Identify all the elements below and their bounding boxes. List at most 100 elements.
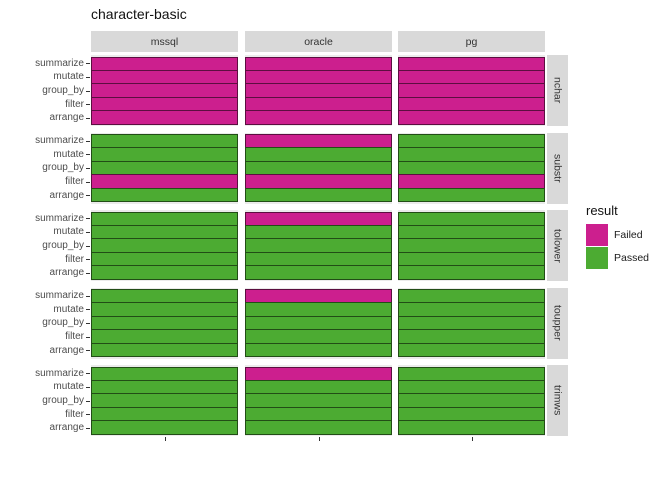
legend-item-failed: Failed bbox=[586, 224, 649, 246]
facet-column-strip-mssql: mssql bbox=[91, 31, 238, 52]
result-tile-group_by bbox=[245, 83, 392, 98]
y-axis-tick bbox=[86, 259, 90, 261]
y-axis-tick bbox=[86, 427, 90, 429]
y-axis-label: summarize bbox=[35, 57, 84, 69]
y-axis-tick bbox=[86, 309, 90, 311]
facet-row-strip-trimws: trimws bbox=[547, 365, 568, 436]
result-tile-arrange bbox=[91, 110, 238, 125]
panel-substr-mssql bbox=[91, 132, 238, 204]
y-axis-label: mutate bbox=[53, 226, 84, 238]
result-tile-summarize bbox=[398, 366, 545, 381]
result-tile-arrange bbox=[398, 342, 545, 358]
y-axis-tick bbox=[86, 117, 90, 119]
y-axis-label: arrange bbox=[49, 112, 84, 124]
result-tile-filter bbox=[91, 329, 238, 344]
result-tile-summarize bbox=[398, 211, 545, 226]
result-tile-filter bbox=[398, 329, 545, 344]
result-tile-filter bbox=[245, 406, 392, 422]
result-tile-mutate bbox=[245, 147, 392, 162]
facet-row-strip-label: tolower bbox=[551, 228, 564, 263]
result-tile-arrange bbox=[91, 187, 238, 203]
x-axis-tick bbox=[164, 437, 166, 441]
legend-items: Failed Passed bbox=[586, 224, 649, 269]
result-tile-group_by bbox=[245, 238, 392, 253]
legend-item-passed: Passed bbox=[586, 247, 649, 269]
y-axis-tick bbox=[86, 336, 90, 338]
result-tile-arrange bbox=[245, 265, 392, 280]
result-tile-filter bbox=[398, 96, 545, 112]
result-tile-filter bbox=[398, 406, 545, 422]
result-tile-arrange bbox=[398, 420, 545, 435]
y-axis-label: arrange bbox=[49, 189, 84, 201]
y-axis-tick bbox=[86, 272, 90, 274]
y-axis-label: group_by bbox=[42, 239, 84, 251]
y-axis-label: filter bbox=[65, 176, 84, 188]
y-axis-tick bbox=[86, 90, 90, 92]
y-axis-label: group_by bbox=[42, 84, 84, 96]
y-axis-tick bbox=[86, 63, 90, 65]
result-tile-summarize bbox=[398, 56, 545, 71]
result-tile-group_by bbox=[398, 393, 545, 408]
panel-nchar-mssql bbox=[91, 55, 238, 126]
result-tile-group_by bbox=[91, 83, 238, 98]
result-tile-group_by bbox=[91, 238, 238, 253]
panel-substr-pg bbox=[398, 132, 545, 204]
result-tile-group_by bbox=[245, 315, 392, 331]
facet-row-strip-nchar: nchar bbox=[547, 55, 568, 126]
facet-column-strip-oracle: oracle bbox=[245, 31, 392, 52]
result-tile-mutate bbox=[91, 379, 238, 395]
y-axis-tick bbox=[86, 295, 90, 297]
panel-nchar-oracle bbox=[245, 55, 392, 126]
result-tile-arrange bbox=[245, 420, 392, 435]
result-tile-summarize bbox=[245, 211, 392, 226]
y-axis-tick bbox=[86, 231, 90, 233]
panel-trimws-mssql bbox=[91, 365, 238, 436]
result-tile-filter bbox=[245, 329, 392, 344]
y-axis-labels: summarize mutate group_by filter arrange bbox=[0, 212, 84, 280]
result-tile-summarize bbox=[91, 134, 238, 149]
facet-row-strip-toupper: toupper bbox=[547, 287, 568, 359]
legend-item-label: Failed bbox=[614, 229, 643, 241]
y-axis-label: filter bbox=[65, 253, 84, 265]
facet-row-strip-label: trimws bbox=[551, 385, 564, 416]
result-tile-arrange bbox=[245, 110, 392, 125]
result-tile-mutate bbox=[398, 224, 545, 240]
result-tile-mutate bbox=[245, 224, 392, 240]
facet-row-strip-tolower: tolower bbox=[547, 210, 568, 281]
result-tile-filter bbox=[245, 251, 392, 267]
legend-swatch-failed bbox=[586, 224, 608, 246]
y-axis-label: summarize bbox=[35, 367, 84, 379]
y-axis-label: summarize bbox=[35, 290, 84, 302]
y-axis-labels: summarize mutate group_by filter arrange bbox=[0, 57, 84, 125]
y-axis-label: group_by bbox=[42, 162, 84, 174]
panel-nchar-pg bbox=[398, 55, 545, 126]
y-axis-label: arrange bbox=[49, 422, 84, 434]
x-axis-tick bbox=[318, 437, 320, 441]
result-tile-group_by bbox=[91, 160, 238, 176]
result-tile-arrange bbox=[245, 187, 392, 203]
panel-toupper-oracle bbox=[245, 287, 392, 359]
y-axis-label: summarize bbox=[35, 135, 84, 147]
result-tile-arrange bbox=[91, 420, 238, 435]
result-tile-group_by bbox=[91, 315, 238, 331]
result-tile-summarize bbox=[245, 366, 392, 381]
facet-row-strip-label: nchar bbox=[551, 77, 564, 104]
panel-tolower-mssql bbox=[91, 210, 238, 281]
result-tile-mutate bbox=[398, 147, 545, 162]
y-axis-label: group_by bbox=[42, 317, 84, 329]
y-axis-tick bbox=[86, 76, 90, 78]
plot-title: character-basic bbox=[91, 6, 187, 22]
y-axis-label: arrange bbox=[49, 267, 84, 279]
result-tile-arrange bbox=[398, 110, 545, 125]
legend-title: result bbox=[586, 203, 618, 218]
y-axis-tick bbox=[86, 104, 90, 106]
y-axis-tick bbox=[86, 350, 90, 352]
result-tile-filter bbox=[398, 251, 545, 267]
result-tile-mutate bbox=[398, 379, 545, 395]
y-axis-tick bbox=[86, 154, 90, 156]
result-tile-mutate bbox=[91, 302, 238, 317]
result-tile-mutate bbox=[245, 379, 392, 395]
result-tile-filter bbox=[91, 406, 238, 422]
result-tile-summarize bbox=[398, 134, 545, 149]
